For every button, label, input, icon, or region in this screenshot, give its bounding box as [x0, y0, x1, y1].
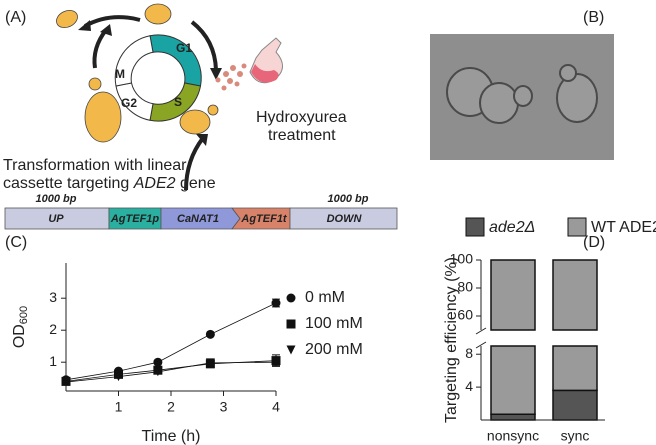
legend-label: 0 mM	[305, 289, 345, 306]
y-tick-label: 1	[49, 353, 57, 369]
y-axis-label: OD600	[11, 306, 30, 348]
y-tick-label: 8	[465, 345, 473, 361]
y-tick-label: 4	[465, 378, 473, 394]
marker	[286, 319, 296, 329]
marker	[153, 367, 163, 377]
marker	[153, 357, 163, 367]
transformation-text: Transformation with linear	[3, 157, 187, 174]
y-tick-label: 2	[49, 321, 57, 337]
segment	[231, 207, 291, 230]
phase-label: S	[174, 95, 182, 109]
yeast	[88, 77, 102, 91]
x-tick-label: nonsync	[487, 428, 539, 444]
yeast	[179, 109, 211, 135]
y-axis-label: Targeting efficiency (%)	[443, 257, 460, 423]
legend-swatch	[465, 217, 485, 237]
bar-segment	[490, 413, 536, 421]
series-line	[65, 360, 277, 382]
x-tick-label: sync	[561, 428, 590, 444]
panel-label: (D)	[583, 234, 605, 251]
yeast-cells	[56, 3, 219, 143]
flank-label: 1000 bp	[328, 193, 369, 205]
cell	[479, 82, 519, 124]
series-line	[65, 361, 277, 383]
segment-label: CaNAT1	[177, 213, 219, 225]
marker	[205, 329, 215, 339]
hydroxyurea-flask	[215, 37, 283, 91]
marker	[61, 377, 71, 387]
marker	[271, 357, 281, 367]
treatment-text: treatment	[268, 127, 336, 144]
legend-label: 200 mM	[305, 341, 363, 358]
phase-m	[114, 35, 154, 87]
cell-cycle	[114, 34, 202, 122]
marker	[205, 358, 215, 368]
cell	[559, 64, 577, 82]
cell	[556, 73, 598, 123]
panel-label: (C)	[5, 234, 27, 251]
yeast	[56, 9, 78, 29]
marker	[271, 298, 281, 308]
legend-swatch	[567, 217, 587, 237]
arrowhead	[78, 20, 91, 31]
x-tick-label: 4	[272, 399, 280, 415]
marker	[286, 345, 296, 355]
x-tick-label: 1	[115, 399, 123, 415]
transformation-text: cassette targeting ADE2 gene	[3, 175, 216, 192]
growth-chart: 1 2 3 1 2 3 4 Time (h) OD600 0 mM 100 mM 200 mM	[11, 263, 363, 445]
legend-label: WT ADE2	[591, 219, 656, 236]
axis-break	[475, 327, 487, 349]
segment-label: UP	[48, 213, 64, 225]
yeast	[84, 91, 122, 143]
arrow	[190, 20, 218, 71]
phase-label: G2	[121, 96, 137, 110]
arrowhead	[196, 134, 208, 146]
y-tick-label: 100	[450, 251, 474, 267]
y-tick-label: 80	[457, 279, 473, 295]
marker	[286, 293, 296, 303]
segment-label: DOWN	[327, 213, 363, 225]
bar-segment	[552, 259, 598, 392]
arrow	[184, 136, 205, 191]
segment-label: AgTEF1p	[110, 213, 160, 225]
x-tick-label: 3	[220, 399, 228, 415]
arrowheads	[78, 20, 222, 146]
axis-break-gap	[471, 331, 609, 345]
arrowhead	[100, 24, 112, 36]
panel-label: (B)	[583, 9, 604, 26]
panel-label: (A)	[5, 9, 26, 26]
yeast	[144, 3, 172, 25]
bar-segment	[552, 389, 598, 421]
y-tick-label: 60	[457, 307, 473, 323]
legend-label: 100 mM	[305, 315, 363, 332]
legend-label: ade2Δ	[489, 219, 535, 236]
yeast	[207, 104, 219, 116]
y-axis-label-main: OD	[11, 324, 28, 348]
y-axis-label-sub: 600	[18, 306, 30, 324]
liquid	[251, 64, 279, 83]
cell	[513, 85, 533, 107]
arrow	[92, 28, 108, 69]
cassette	[4, 207, 398, 230]
x-tick-label: 2	[167, 399, 175, 415]
phase-label: M	[115, 67, 125, 81]
dots	[215, 63, 247, 91]
arrow	[84, 15, 141, 28]
phase-label: G1	[176, 41, 192, 55]
bar-segment	[490, 259, 536, 415]
segment	[289, 207, 398, 230]
x-axis-label: Time (h)	[142, 428, 201, 445]
micrograph	[430, 34, 614, 160]
segment-label: AgTEF1t	[240, 213, 288, 225]
arrowhead	[210, 68, 222, 80]
flank-label: 1000 bp	[36, 193, 77, 205]
y-tick-label: 3	[49, 289, 57, 305]
treatment-text: Hydroxyurea	[256, 109, 347, 126]
marker	[114, 372, 123, 382]
